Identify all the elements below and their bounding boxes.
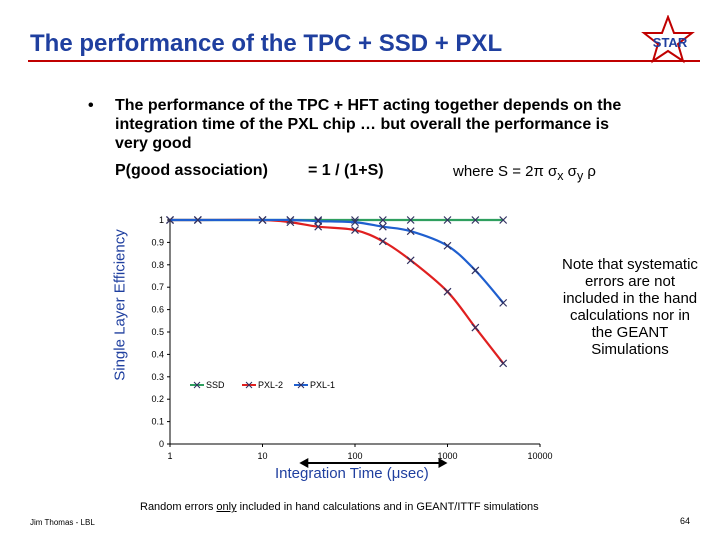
systematic-errors-note: Note that systematic errors are not incl… (562, 256, 698, 358)
footer-note: Random errors only included in hand calc… (140, 501, 539, 513)
x-tick-label: 1000 (437, 451, 457, 461)
legend-marker-ssd (193, 381, 201, 389)
legend-label-pxl-1: PXL-1 (310, 380, 335, 390)
x-axis-label: Integration Time (μsec) (275, 465, 429, 482)
y-tick-label: 0.7 (151, 282, 164, 292)
y-axis-label: Single Layer Efficiency (111, 229, 129, 381)
legend-label-pxl-2: PXL-2 (258, 380, 283, 390)
footer-note-only: only (216, 501, 237, 513)
star-logo-star-icon (641, 15, 695, 64)
range-arrow-right-head-icon (438, 458, 448, 468)
data-point-ssd (499, 216, 508, 224)
y-tick-label: 0.9 (151, 237, 164, 247)
data-point-pxl-2 (351, 226, 359, 235)
legend-marker-pxl-2 (245, 381, 253, 389)
formula-definition-suffix: ρ (583, 163, 596, 180)
data-point-ssd (406, 216, 415, 224)
y-tick-label: 0 (159, 439, 164, 449)
formula-definition-mid: σ (563, 163, 577, 180)
data-point-pxl-1 (471, 266, 480, 275)
star-logo: STAR (641, 15, 695, 64)
legend-marker-pxl-1 (297, 381, 305, 389)
data-point-ssd (443, 216, 452, 224)
formula-sub-y: y (576, 169, 584, 183)
data-point-pxl-1 (286, 216, 295, 224)
formula-lhs: P(good association) (115, 162, 268, 179)
x-tick-label: 1 (167, 451, 172, 461)
title-underline (28, 60, 700, 62)
data-point-pxl-2 (314, 222, 323, 231)
legend-label-ssd: SSD (206, 380, 225, 390)
data-point-pxl-2 (378, 237, 387, 246)
y-tick-label: 0.3 (151, 372, 164, 382)
data-point-pxl-1 (193, 216, 202, 224)
star-logo-text: STAR (653, 35, 688, 50)
formula-sub-x: x (557, 169, 564, 183)
formula-definition-prefix: where S = 2π σ (453, 163, 558, 180)
footer-note-pre: Random errors (140, 501, 217, 513)
footer-note-post: included in hand calculations and in GEA… (236, 501, 539, 513)
author: Jim Thomas - LBL (30, 518, 95, 527)
y-tick-label: 0.8 (151, 260, 164, 270)
range-arrow-left-head-icon (299, 458, 309, 468)
data-point-ssd (314, 216, 323, 224)
data-point-pxl-1 (406, 227, 415, 236)
data-point-pxl-1 (166, 216, 174, 224)
y-tick-label: 0.1 (151, 417, 164, 427)
data-point-pxl-2 (499, 359, 508, 368)
y-tick-label: 0.2 (151, 394, 164, 404)
data-point-pxl-2 (471, 323, 480, 332)
series-line-pxl-1 (170, 218, 505, 304)
y-tick-label: 1 (159, 215, 164, 225)
data-point-pxl-2 (406, 256, 415, 265)
data-point-pxl-1 (443, 241, 452, 250)
page-number: 64 (680, 516, 691, 526)
bullet-marker: • (88, 97, 94, 114)
data-point-pxl-2 (443, 287, 452, 296)
slide-title: The performance of the TPC + SSD + PXL (30, 30, 503, 57)
x-tick-label: 100 (347, 451, 362, 461)
y-tick-label: 0.4 (151, 349, 164, 359)
y-tick-label: 0.5 (151, 327, 164, 337)
data-point-pxl-1 (314, 217, 323, 226)
data-point-ssd (471, 216, 480, 224)
data-point-pxl-1 (351, 218, 359, 227)
data-point-pxl-1 (499, 298, 508, 307)
y-tick-label: 0.6 (151, 305, 164, 315)
formula-definition: where S = 2π σx σy ρ (453, 163, 596, 183)
formula-rhs: = 1 / (1+S) (308, 162, 384, 179)
x-tick-label: 10000 (527, 451, 552, 461)
series-line-pxl-2 (170, 218, 505, 365)
bullet-text: The performance of the TPC + HFT acting … (115, 97, 622, 152)
data-point-ssd (378, 216, 387, 224)
x-tick-label: 10 (257, 451, 267, 461)
data-point-pxl-1 (258, 216, 267, 224)
data-point-pxl-1 (378, 222, 387, 231)
